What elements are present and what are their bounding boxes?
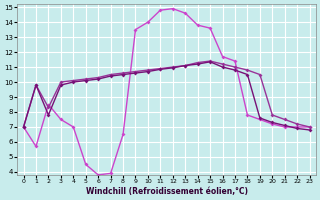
X-axis label: Windchill (Refroidissement éolien,°C): Windchill (Refroidissement éolien,°C) xyxy=(85,187,248,196)
